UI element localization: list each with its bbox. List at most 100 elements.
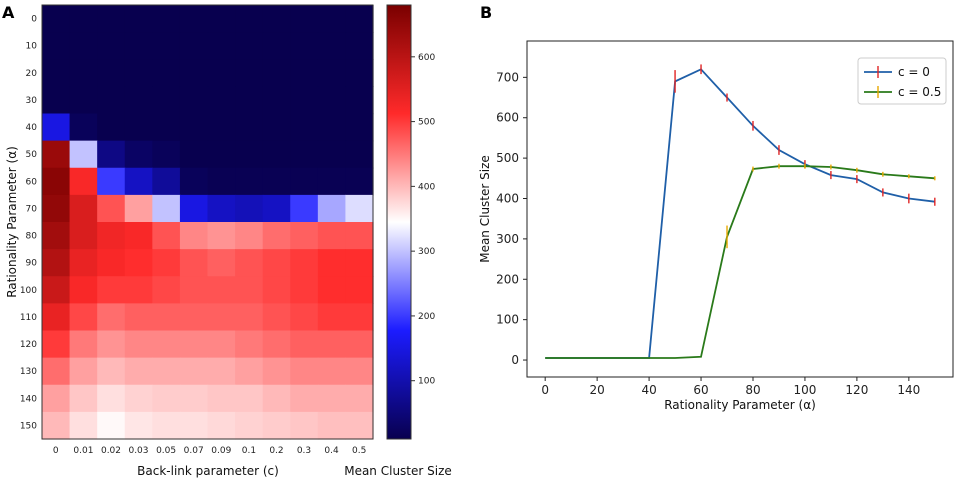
heatmap-cell bbox=[290, 249, 319, 277]
heatmap-cell bbox=[207, 113, 236, 142]
legend-label: c = 0.5 bbox=[898, 85, 941, 99]
heatmap-cell bbox=[317, 5, 347, 33]
heatmap-cell bbox=[262, 167, 291, 196]
heatmap-cell bbox=[235, 411, 264, 440]
heatmap-cell bbox=[290, 222, 319, 250]
heatmap-frame bbox=[41, 4, 374, 440]
heatmap-cell bbox=[152, 222, 181, 250]
heatmap-cell bbox=[290, 59, 319, 87]
heatmap-cell bbox=[179, 113, 209, 142]
heatmap-y-tick-label: 130 bbox=[20, 367, 37, 377]
heatmap-cell bbox=[235, 303, 264, 332]
heatmap-cell bbox=[152, 276, 181, 304]
heatmap-cell bbox=[262, 86, 291, 115]
heatmap-cell bbox=[124, 222, 153, 250]
heatmap-y-tick-label: 40 bbox=[26, 123, 38, 133]
heatmap-cell bbox=[124, 194, 153, 223]
colorbar-tick-label: 200 bbox=[418, 312, 435, 322]
heatmap-cell bbox=[97, 330, 126, 359]
heatmap-cell bbox=[235, 167, 264, 196]
heatmap-y-tick-label: 0 bbox=[31, 15, 37, 25]
heatmap-cell bbox=[207, 303, 236, 332]
heatmap-cell bbox=[97, 303, 126, 332]
heatmap-cell bbox=[317, 86, 347, 115]
heatmap-y-tick-label: 140 bbox=[20, 394, 37, 404]
heatmap-cell bbox=[262, 140, 291, 169]
heatmap-cell bbox=[207, 357, 236, 386]
heatmap-cell bbox=[317, 167, 347, 196]
heatmap-cell bbox=[42, 194, 71, 223]
heatmap-cell bbox=[42, 5, 71, 33]
heatmap-cell bbox=[97, 357, 126, 386]
heatmap-cell bbox=[69, 357, 98, 386]
heatmap-cell bbox=[262, 5, 291, 33]
line-chart-x-tick-label: 60 bbox=[693, 383, 708, 397]
heatmap-cell bbox=[42, 86, 71, 115]
heatmap-cell bbox=[179, 411, 209, 440]
heatmap-cell bbox=[69, 222, 98, 250]
heatmap-cell bbox=[235, 222, 264, 250]
heatmap-cell bbox=[345, 140, 374, 169]
heatmap-cell bbox=[69, 194, 98, 223]
heatmap-cell bbox=[262, 303, 291, 332]
heatmap-cell bbox=[97, 113, 126, 142]
heatmap-cell bbox=[124, 59, 153, 87]
heatmap-y-tick-label: 90 bbox=[26, 259, 38, 269]
heatmap-cell bbox=[345, 384, 374, 413]
heatmap-x-tick-label: 0.3 bbox=[297, 446, 311, 456]
heatmap-cell bbox=[262, 411, 291, 440]
heatmap-cell bbox=[97, 384, 126, 413]
heatmap-cell bbox=[290, 411, 319, 440]
heatmap-cell bbox=[152, 384, 181, 413]
heatmap-cell bbox=[262, 194, 291, 223]
heatmap-cell bbox=[290, 5, 319, 33]
heatmap-cell bbox=[317, 113, 347, 142]
heatmap-cell bbox=[179, 86, 209, 115]
heatmap-cell bbox=[124, 249, 153, 277]
heatmap-x-ticks: 0 0.01 0.02 0.03 0.05 0.07 0.09 0.1 0.2 0.3 0.4 0.5 bbox=[53, 446, 366, 456]
line-chart-y-tick-label: 700 bbox=[496, 70, 519, 84]
heatmap-cell bbox=[124, 140, 153, 169]
heatmap-y-axis-label: Rationality Parameter (α) bbox=[5, 146, 19, 298]
heatmap-cell bbox=[97, 140, 126, 169]
heatmap-cell bbox=[179, 194, 209, 223]
heatmap-cell bbox=[152, 303, 181, 332]
heatmap-x-tick-label: 0.03 bbox=[128, 446, 148, 456]
heatmap-y-tick-label: 80 bbox=[26, 232, 38, 242]
panel-a-label: A bbox=[2, 3, 15, 22]
heatmap-cell bbox=[179, 384, 209, 413]
heatmap-cell bbox=[290, 276, 319, 304]
heatmap-cell bbox=[152, 59, 181, 87]
line-chart-x-tick-label: 80 bbox=[745, 383, 760, 397]
heatmap-cell bbox=[207, 249, 236, 277]
heatmap-cell bbox=[152, 113, 181, 142]
heatmap-cell bbox=[42, 411, 71, 440]
heatmap-cell bbox=[42, 113, 71, 142]
line-chart-y-tick-label: 300 bbox=[496, 232, 519, 246]
heatmap-cell bbox=[207, 59, 236, 87]
heatmap-cell bbox=[69, 249, 98, 277]
heatmap-cell bbox=[124, 384, 153, 413]
heatmap-cell bbox=[179, 32, 209, 60]
heatmap-y-tick-label: 50 bbox=[26, 150, 38, 160]
heatmap-cell bbox=[317, 59, 347, 87]
heatmap-cell bbox=[317, 32, 347, 60]
heatmap-cell bbox=[69, 411, 98, 440]
heatmap-cell bbox=[235, 357, 264, 386]
heatmap-cell bbox=[262, 384, 291, 413]
line-chart-series bbox=[545, 64, 936, 359]
heatmap-cell bbox=[235, 330, 264, 359]
line-chart-y-tick-label: 600 bbox=[496, 111, 519, 125]
heatmap-x-tick-label: 0 bbox=[53, 446, 59, 456]
heatmap-cell bbox=[97, 167, 126, 196]
heatmap-cell bbox=[97, 86, 126, 115]
heatmap-cell bbox=[345, 5, 374, 33]
heatmap-cell bbox=[207, 140, 236, 169]
heatmap-cell bbox=[152, 330, 181, 359]
heatmap-x-tick-label: 0.01 bbox=[73, 446, 93, 456]
heatmap-cell bbox=[179, 5, 209, 33]
line-chart-y-axis-label: Mean Cluster Size bbox=[478, 155, 492, 263]
line-chart-x-axis-label: Rationality Parameter (α) bbox=[664, 398, 816, 412]
colorbar-tick-label: 400 bbox=[418, 182, 435, 192]
heatmap-cell bbox=[179, 357, 209, 386]
